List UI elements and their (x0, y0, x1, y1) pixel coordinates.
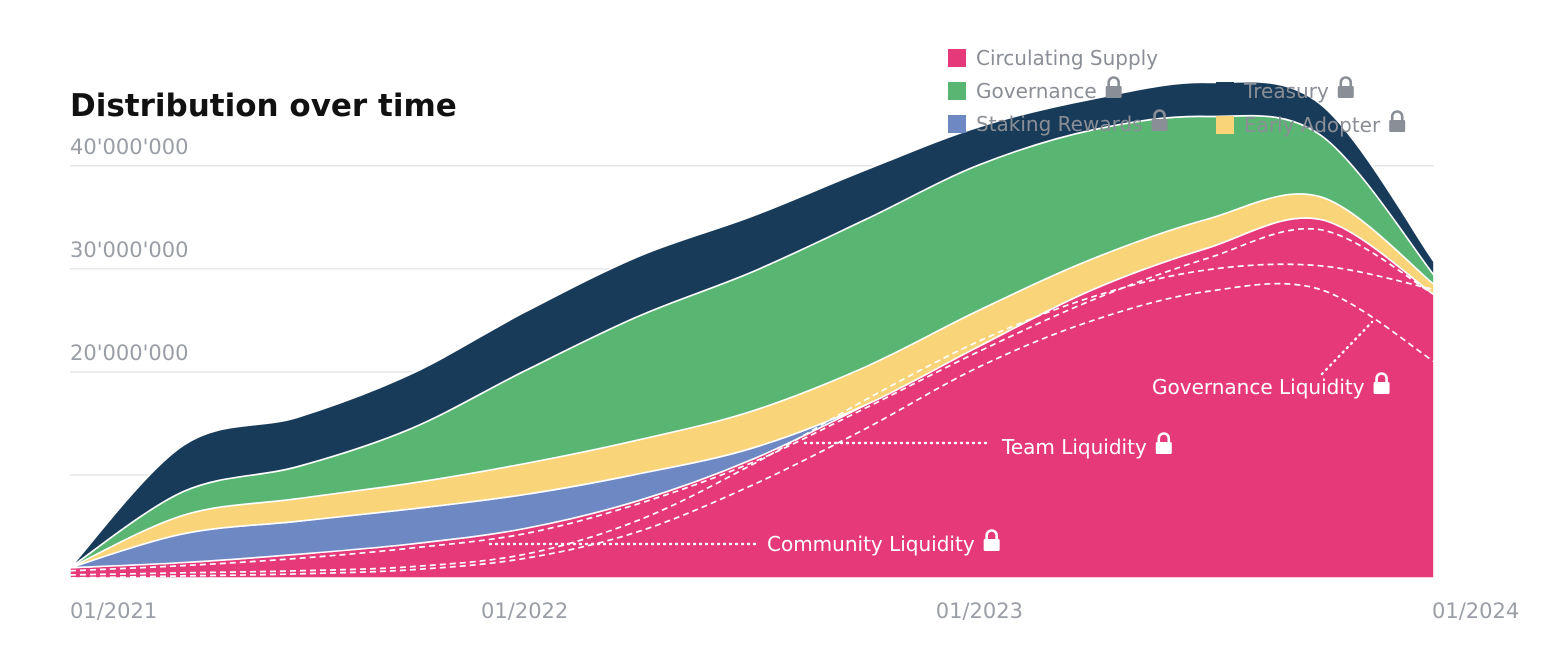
legend-item-staking-rewards: Staking Rewards (948, 109, 1168, 136)
annotation-governance-liquidity: Governance Liquidity (1152, 320, 1390, 399)
annotation-leader (1320, 320, 1374, 376)
lock-icon (1373, 372, 1390, 394)
dashed-line-team-liquidity (69, 263, 1435, 576)
legend-label: Governance (976, 79, 1097, 103)
annotation-team-liquidity: Team Liquidity (803, 432, 1172, 459)
y-tick-label: 20'000'000 (70, 341, 188, 365)
legend-item-early-adopter: Early Adopter (1216, 110, 1406, 137)
x-tick-label: 01/2021 (70, 599, 157, 623)
legend-swatch (1216, 116, 1234, 134)
legend-label: Circulating Supply (976, 46, 1158, 70)
lock-icon (1337, 76, 1354, 98)
x-axis-labels: 01/2021 01/2022 01/2023 01/2024 (70, 599, 1519, 623)
stacked-areas (69, 80, 1435, 579)
legend-item-governance: Governance (948, 76, 1122, 103)
legend-swatch (948, 49, 966, 67)
lock-icon (1155, 432, 1172, 454)
y-axis-labels: 20'000'000 30'000'000 40'000'000 (70, 135, 188, 365)
x-tick-label: 01/2022 (481, 599, 568, 623)
lock-icon (1151, 109, 1168, 131)
legend-label: Treasury (1243, 79, 1329, 103)
annotation-label: Team Liquidity (1001, 435, 1147, 459)
y-tick-label: 30'000'000 (70, 238, 188, 262)
lock-icon (983, 529, 1000, 551)
x-tick-label: 01/2024 (1432, 599, 1519, 623)
area-treasury (69, 80, 1435, 569)
lock-icon (1105, 76, 1122, 98)
annotation-community-liquidity: Community Liquidity (488, 529, 1000, 556)
liquidity-dashed-lines (69, 227, 1435, 579)
x-tick-label: 01/2023 (936, 599, 1023, 623)
legend-swatch (948, 115, 966, 133)
legend-item-treasury: Treasury (1216, 76, 1354, 103)
lock-icon (1389, 110, 1406, 132)
chart-title: Distribution over time (70, 88, 457, 124)
legend-swatch (1216, 82, 1234, 100)
annotation-label: Community Liquidity (767, 532, 975, 556)
annotation-label: Governance Liquidity (1152, 375, 1365, 399)
dashed-line-governance-liquidity (69, 227, 1435, 572)
legend-label: Early Adopter (1244, 113, 1381, 137)
y-tick-label: 40'000'000 (70, 135, 188, 159)
legend-item-circulating-supply: Circulating Supply (948, 46, 1158, 70)
legend-swatch (948, 82, 966, 100)
legend: Circulating Supply Governance Staking Rewa… (948, 46, 1406, 137)
legend-label: Staking Rewards (976, 112, 1143, 136)
annotations: Governance Liquidity Team Liquidity Commun… (488, 320, 1390, 556)
dashed-line-community-liquidity (69, 282, 1435, 579)
